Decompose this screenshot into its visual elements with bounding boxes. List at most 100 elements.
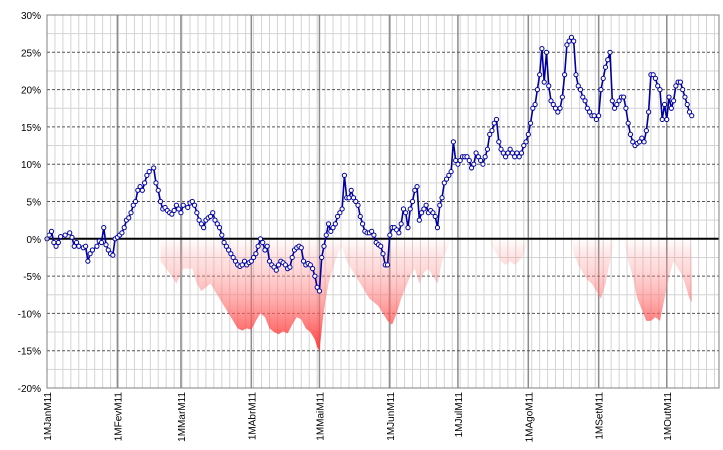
data-point [300,258,307,264]
data-point [541,79,547,85]
data-point [289,254,295,261]
x-axis: 1MJanM11 1MFevM11 1MMarM11 1MAbrM11 1MMaiM11… [43,392,674,443]
data-point [418,210,425,216]
data-point [173,202,180,208]
data-point [482,154,488,160]
data-point [400,206,407,212]
data-point [194,210,200,216]
data-point [328,228,334,234]
data-point [507,146,513,152]
data-point [201,225,207,231]
data-point [446,172,452,178]
data-point [169,211,175,217]
data-point [659,116,665,123]
data-point [176,206,182,212]
data-point [403,210,409,216]
data-point [121,225,127,231]
data-point [266,258,273,264]
data-point [103,242,109,248]
data-point [310,266,316,272]
data-point [330,225,336,231]
data-point [73,239,80,246]
data-point [210,210,216,216]
data-point [614,101,620,108]
data-point [191,202,198,208]
data-point [666,94,672,100]
data-point [527,120,534,126]
data-point [126,215,132,221]
data-point [355,202,361,208]
data-point [216,225,223,231]
data-point [668,105,674,111]
data-point [516,154,522,160]
data-point [416,217,422,223]
data-point [273,267,279,273]
data-point [248,258,254,264]
data-point [378,243,384,249]
y-tick-label: -15% [18,347,41,358]
data-point [196,217,202,223]
data-point [307,262,313,268]
data-point [130,202,136,208]
data-point [498,146,504,152]
data-point [58,233,64,240]
x-tick-label: 1MFevM11 [113,392,124,442]
data-point [105,247,111,253]
data-point [539,45,545,52]
data-point [437,202,443,208]
data-point [686,109,693,115]
data-point [525,131,531,137]
data-point [443,176,450,182]
data-point [228,251,234,257]
data-point [577,87,584,93]
x-tick-label: 1MAgoM11 [524,392,535,443]
data-point [260,239,266,246]
data-point [55,239,61,246]
data-point [677,79,684,85]
data-point [534,87,540,93]
data-point [661,101,668,108]
data-point [523,139,529,145]
data-point [593,116,600,123]
data-point [543,49,550,55]
data-point [230,254,236,261]
data-point [611,105,618,111]
data-point [146,169,152,175]
data-point [241,258,248,264]
data-point [287,264,293,270]
x-tick-label: 1MOutM11 [663,392,674,441]
y-tick-label: 25% [21,48,41,59]
x-tick-label: 1MAbrM11 [247,392,258,441]
data-point [616,98,622,104]
data-point [493,116,500,123]
data-point [602,64,609,70]
data-point [144,172,150,178]
data-point [455,161,461,167]
data-point [471,161,477,167]
data-point [641,139,647,145]
y-tick-label: 5% [27,198,42,209]
data-point [226,247,232,253]
data-point [464,154,470,160]
data-point [550,101,556,108]
data-point [448,169,454,175]
data-point [548,98,554,104]
data-point [673,83,679,89]
data-point [232,258,239,264]
x-tick-label: 1MSetM11 [595,392,606,440]
data-point [212,217,218,223]
drawdown-fill [160,238,692,351]
data-point [132,198,139,205]
data-point [371,232,377,238]
data-point [412,187,418,193]
data-point [253,251,259,257]
data-point [439,195,445,201]
data-point [625,120,631,126]
data-point [652,75,659,82]
data-point [557,105,563,111]
data-point [67,230,73,236]
data-point [684,101,690,108]
data-point [680,87,686,93]
y-tick-label: -5% [23,272,41,283]
